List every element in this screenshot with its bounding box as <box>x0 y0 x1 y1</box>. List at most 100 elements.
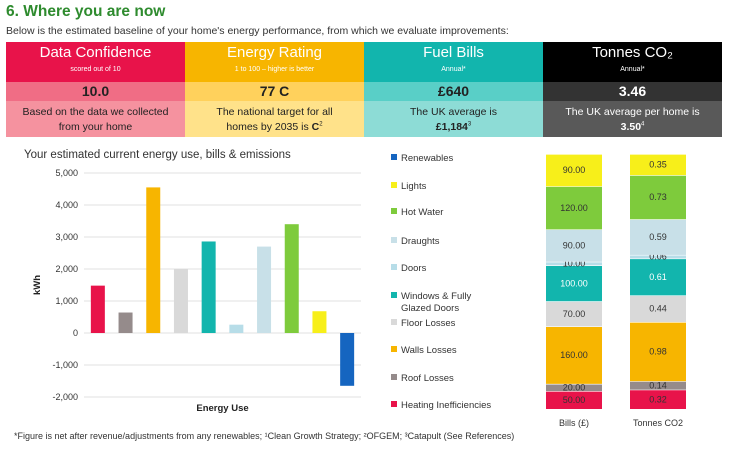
stack-segment <box>546 301 602 327</box>
legend-label: Roof Losses <box>401 373 454 384</box>
card-head: Data Confidence scored out of 10 <box>6 42 185 82</box>
card-tonnes-co2: Tonnes CO₂ Annual* 3.46 The UK average p… <box>543 42 722 137</box>
stack-segment <box>630 254 686 259</box>
stack-axis-label: Bills (£) <box>559 418 589 428</box>
stack-axis-label: Tonnes CO2 <box>633 418 683 428</box>
card-description: The national target for all homes by 203… <box>185 101 364 137</box>
section-title: 6. Where you are now <box>6 3 166 20</box>
segment-label: 100.00 <box>560 278 588 288</box>
card-desc-line2: from your home <box>6 120 185 135</box>
stack-segment <box>630 389 686 409</box>
y-tick-label: 4,000 <box>55 200 78 210</box>
card-desc-line1: The UK average is <box>410 106 497 118</box>
card-value: £640 <box>364 82 543 101</box>
card-desc-text: from your home <box>58 121 133 133</box>
bar-walls-losses <box>146 187 161 333</box>
card-subtitle: Annual* <box>620 66 645 73</box>
stack-segment <box>546 326 602 384</box>
card-data-confidence: Data Confidence scored out of 10 10.0 Ba… <box>6 42 185 137</box>
segment-label: 0.59 <box>649 232 667 242</box>
legend-label: Floor Losses <box>401 318 456 329</box>
segment-label: 90.00 <box>563 241 586 251</box>
card-description: The UK average is £1,1843 <box>364 101 543 137</box>
segment-label: 20.00 <box>563 382 586 392</box>
bar-lights <box>312 311 327 333</box>
footnote-ref: 2 <box>319 121 323 128</box>
card-desc-line2: 3.504 <box>543 120 722 135</box>
card-desc-line1: Based on the data we collected <box>22 106 169 118</box>
bar-roof-losses <box>118 312 133 333</box>
stack-segment <box>630 175 686 220</box>
card-value: 10.0 <box>6 82 185 101</box>
card-energy-rating: Energy Rating 1 to 100 – higher is bette… <box>185 42 364 137</box>
card-fuel-bills: Fuel Bills Annual* £640 The UK average i… <box>364 42 543 137</box>
legend-swatch <box>391 401 397 407</box>
stack-segment <box>630 381 686 390</box>
footnote-ref: 4 <box>641 121 645 128</box>
legend-swatch <box>391 264 397 270</box>
stack-segment <box>546 261 602 266</box>
stack-segment <box>630 219 686 255</box>
y-tick-label: 2,000 <box>55 264 78 274</box>
stack-segment <box>546 229 602 262</box>
legend-swatch <box>391 346 397 352</box>
segment-label: 10.00 <box>563 259 586 269</box>
card-desc-line2: homes by 2035 is C2 <box>185 120 364 135</box>
segment-label: 90.00 <box>563 165 586 175</box>
y-tick-label: 0 <box>73 328 78 338</box>
card-subtitle: Annual* <box>441 66 466 73</box>
legend-label: Doors <box>401 263 427 274</box>
card-title: Data Confidence <box>39 44 152 61</box>
bar-draughts <box>257 246 272 333</box>
x-axis-label: Energy Use <box>196 403 248 414</box>
segment-label: 0.73 <box>649 192 667 202</box>
legend-swatch <box>391 292 397 298</box>
card-desc-bold: £1,184 <box>435 121 468 133</box>
segment-label: 120.00 <box>560 203 588 213</box>
chart-title: Your estimated current energy use, bills… <box>24 149 291 161</box>
segment-label: 0.98 <box>649 347 667 357</box>
segment-label: 0.32 <box>649 394 667 404</box>
stack-segment <box>630 321 686 382</box>
card-head: Energy Rating 1 to 100 – higher is bette… <box>185 42 364 82</box>
card-subtitle: 1 to 100 – higher is better <box>234 66 315 73</box>
section-subtitle: Below is the estimated baseline of your … <box>6 25 509 37</box>
bar-hot-water <box>284 224 299 333</box>
legend-label: Glazed Doors <box>401 303 459 314</box>
card-desc-bold: 3.50 <box>620 121 642 133</box>
card-subtitle: scored out of 10 <box>70 66 121 73</box>
legend-label: Hot Water <box>401 207 443 218</box>
legend-swatch <box>391 154 397 160</box>
card-desc-line1: The national target for all <box>216 106 333 118</box>
card-description: The UK average per home is 3.504 <box>543 101 722 137</box>
bar-floor-losses <box>173 269 188 333</box>
y-tick-label: 3,000 <box>55 232 78 242</box>
legend-label: Renewables <box>401 153 454 164</box>
y-tick-label: 5,000 <box>55 168 78 178</box>
card-title: Tonnes CO₂ <box>592 44 673 61</box>
legend-swatch <box>391 237 397 243</box>
bar-heating-inefficiencies <box>90 285 105 333</box>
segment-label: 70.00 <box>563 309 586 319</box>
card-value: 77 C <box>185 82 364 101</box>
summary-cards: Data Confidence scored out of 10 10.0 Ba… <box>6 42 722 137</box>
stack-segment <box>546 391 602 409</box>
footnote: *Figure is net after revenue/adjustments… <box>14 431 515 441</box>
card-desc-bold: C <box>311 121 320 133</box>
bar-windows-fully-glazed-doors <box>201 241 216 333</box>
legend-label: Heating Inefficiencies <box>401 400 491 411</box>
segment-label: 0.35 <box>649 160 667 170</box>
stack-segment <box>630 154 686 176</box>
y-tick-label: -1,000 <box>52 360 78 370</box>
legend-label: Windows & Fully <box>401 291 471 302</box>
legend-label: Walls Losses <box>401 345 457 356</box>
segment-label: 0.44 <box>649 304 667 314</box>
legend-swatch <box>391 374 397 380</box>
segment-label: 0.61 <box>649 272 667 282</box>
card-title: Fuel Bills <box>423 44 484 61</box>
legend-swatch <box>391 319 397 325</box>
card-head: Tonnes CO₂ Annual* <box>543 42 722 82</box>
stack-segment <box>546 383 602 392</box>
legend-swatch <box>391 182 397 188</box>
